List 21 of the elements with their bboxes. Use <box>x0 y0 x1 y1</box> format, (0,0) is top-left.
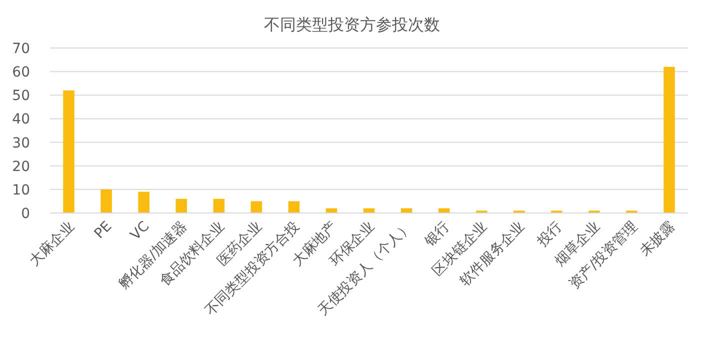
y-tick-label: 40 <box>12 112 30 128</box>
chart-title: 不同类型投资方参投次数 <box>264 15 440 34</box>
x-tick-label: 银行 <box>421 218 453 250</box>
y-tick-label: 20 <box>12 158 30 175</box>
x-tick-label: PE <box>92 218 116 242</box>
x-tick-label: VC <box>128 218 153 244</box>
x-tick-label: 未披露 <box>637 218 678 260</box>
y-tick-label: 70 <box>12 41 30 57</box>
y-tick-label: 50 <box>12 88 30 104</box>
bar <box>100 189 112 213</box>
bar <box>288 201 300 213</box>
x-tick-label: 投行 <box>534 218 566 250</box>
bar <box>63 90 74 213</box>
bar <box>250 201 262 213</box>
bar <box>138 192 150 213</box>
y-tick-label: 30 <box>12 135 30 152</box>
bar <box>664 66 675 213</box>
bar <box>176 198 187 213</box>
y-tick-label: 60 <box>12 64 30 81</box>
bar <box>213 198 225 213</box>
y-tick-label: 10 <box>12 182 30 198</box>
